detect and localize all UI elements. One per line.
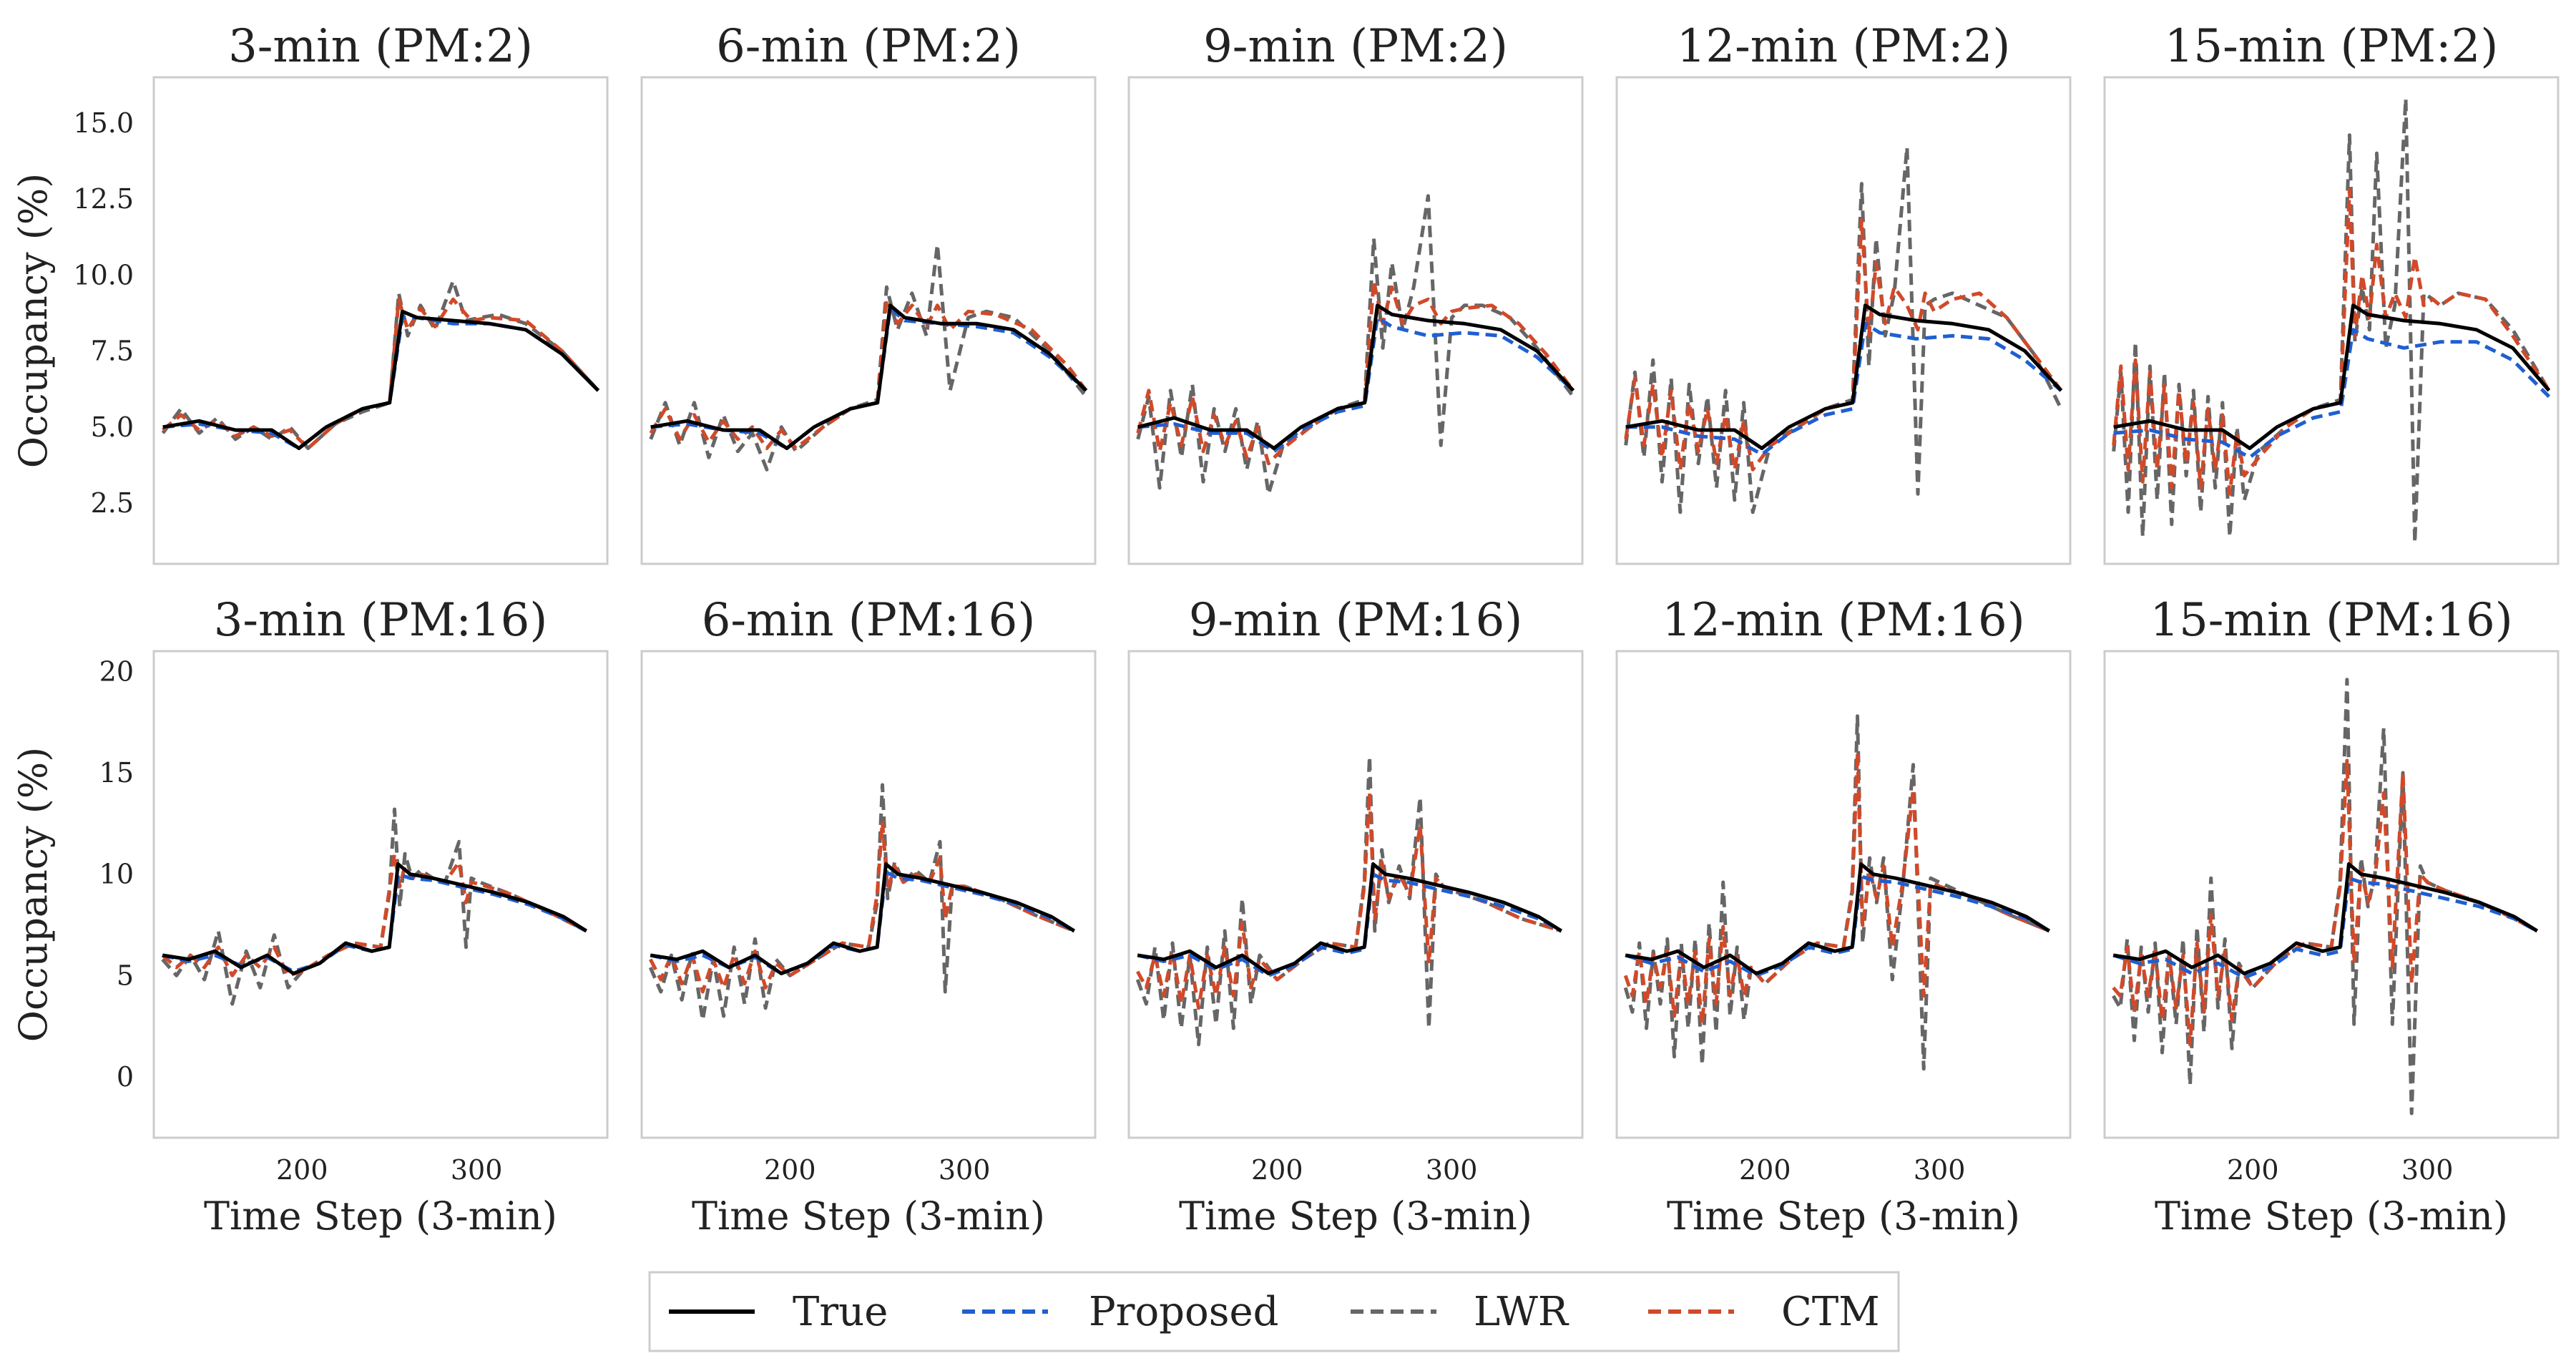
panel-8: 9-min (PM:16) 200 300 Time Step (3-min) [1127, 594, 1584, 1239]
x-axis-label: Time Step (3-min) [204, 1194, 557, 1239]
panel-title: 3-min (PM:16) [214, 594, 548, 647]
y-tick-label: 7.5 [91, 336, 134, 367]
panel-frame [2103, 650, 2560, 1139]
panel-frame [640, 650, 1097, 1139]
x-tick-label: 200 [764, 1154, 816, 1186]
series-line-true [650, 862, 1076, 975]
y-axis-label: Occupancy (%) [11, 747, 56, 1042]
series-line-proposed [1625, 874, 2050, 977]
panels: 3-min (PM:2) 2.5 5.0 7.5 10.0 12.5 15.0 Occupan… [11, 20, 2560, 1239]
x-axis-label: Time Step (3-min) [1179, 1194, 1532, 1239]
x-tick-label: 200 [1251, 1154, 1303, 1186]
legend-label-true: True [793, 1289, 888, 1335]
y-tick-label: 10.0 [73, 259, 134, 291]
series-line-true [2113, 303, 2551, 450]
y-axis-label: Occupancy (%) [11, 173, 56, 468]
series-line-ctm [2112, 187, 2551, 496]
panel-frame [1615, 76, 2072, 565]
panel-title: 9-min (PM:16) [1189, 594, 1523, 647]
panel-6: 3-min (PM:16) 0 5 10 15 20 200 300 Occupancy (%)… [11, 594, 609, 1239]
series-line-ctm [1136, 791, 1562, 1010]
series-line-true [162, 862, 588, 975]
panel-frame [1615, 650, 2072, 1139]
panel-frame [640, 76, 1097, 565]
x-tick-label: 300 [1426, 1154, 1478, 1186]
panel-2: 6-min (PM:2) [640, 20, 1097, 565]
y-tick-label: 20 [99, 655, 134, 687]
y-tick-label: 15 [99, 757, 134, 789]
series-line-true [2112, 862, 2539, 975]
series-line-lwr [1135, 754, 1562, 1047]
panel-4: 12-min (PM:2) [1615, 20, 2072, 565]
y-tick-label: 0 [117, 1061, 134, 1093]
series-line-true [1625, 303, 2063, 450]
x-tick-label: 300 [1914, 1154, 1966, 1186]
legend-label-lwr: LWR [1474, 1289, 1569, 1335]
series-line-ctm [2112, 758, 2538, 1047]
series-line-ctm [1624, 218, 2063, 472]
panel-title: 6-min (PM:2) [716, 20, 1021, 73]
x-tick-label: 300 [451, 1154, 503, 1186]
x-axis-label: Time Step (3-min) [1667, 1194, 2020, 1239]
y-tick-label: 5.0 [91, 411, 134, 443]
panel-9: 12-min (PM:16) 200 300 Time Step (3-min) [1615, 594, 2072, 1239]
panel-title: 15-min (PM:16) [2150, 594, 2512, 647]
y-tick-label: 2.5 [91, 487, 134, 519]
x-tick-label: 300 [2401, 1154, 2454, 1186]
series-line-true [162, 309, 600, 450]
series-line-true [1137, 862, 1563, 975]
panel-frame [152, 76, 609, 565]
y-tick-label: 10 [99, 859, 134, 890]
panel-7: 6-min (PM:16) 200 300 Time Step (3-min) [640, 594, 1097, 1239]
legend-label-proposed: Proposed [1089, 1289, 1278, 1335]
x-tick-label: 200 [2227, 1154, 2279, 1186]
legend: True Proposed LWR CTM [648, 1271, 1900, 1352]
series-line-proposed [1137, 872, 1562, 977]
series-line-ctm [648, 819, 1075, 994]
panel-frame [2103, 76, 2560, 565]
x-axis-label: Time Step (3-min) [2155, 1194, 2508, 1239]
panel-title: 15-min (PM:2) [2165, 20, 2499, 73]
panel-title: 12-min (PM:16) [1662, 594, 2024, 647]
panel-title: 6-min (PM:16) [702, 594, 1036, 647]
series-line-true [1625, 862, 2051, 975]
y-tick-label: 5 [117, 960, 134, 991]
y-tick-label: 12.5 [73, 183, 134, 215]
panel-title: 12-min (PM:2) [1677, 20, 2011, 73]
panel-10: 15-min (PM:16) 200 300 Time Step (3-min) [2103, 594, 2560, 1239]
panel-5: 15-min (PM:2) [2103, 20, 2560, 565]
series-line-true [650, 303, 1088, 450]
x-axis-label: Time Step (3-min) [692, 1194, 1045, 1239]
panel-3: 9-min (PM:2) [1127, 20, 1584, 565]
panel-title: 9-min (PM:2) [1203, 20, 1508, 73]
panel-frame [152, 650, 609, 1139]
series-line-ctm [161, 852, 587, 977]
x-tick-label: 300 [939, 1154, 991, 1186]
panel-frame [1127, 650, 1584, 1139]
series-line-lwr [161, 279, 600, 450]
panel-1: 3-min (PM:2) 2.5 5.0 7.5 10.0 12.5 15.0 Occupan… [11, 20, 609, 565]
series-line-proposed [2112, 876, 2538, 980]
panel-title: 3-min (PM:2) [228, 20, 533, 73]
x-tick-label: 200 [276, 1154, 328, 1186]
x-tick-label: 200 [1739, 1154, 1791, 1186]
y-tick-label: 15.0 [73, 107, 134, 139]
series-line-proposed [1137, 316, 1575, 454]
legend-label-ctm: CTM [1781, 1289, 1880, 1335]
series-line-true [1137, 303, 1575, 450]
